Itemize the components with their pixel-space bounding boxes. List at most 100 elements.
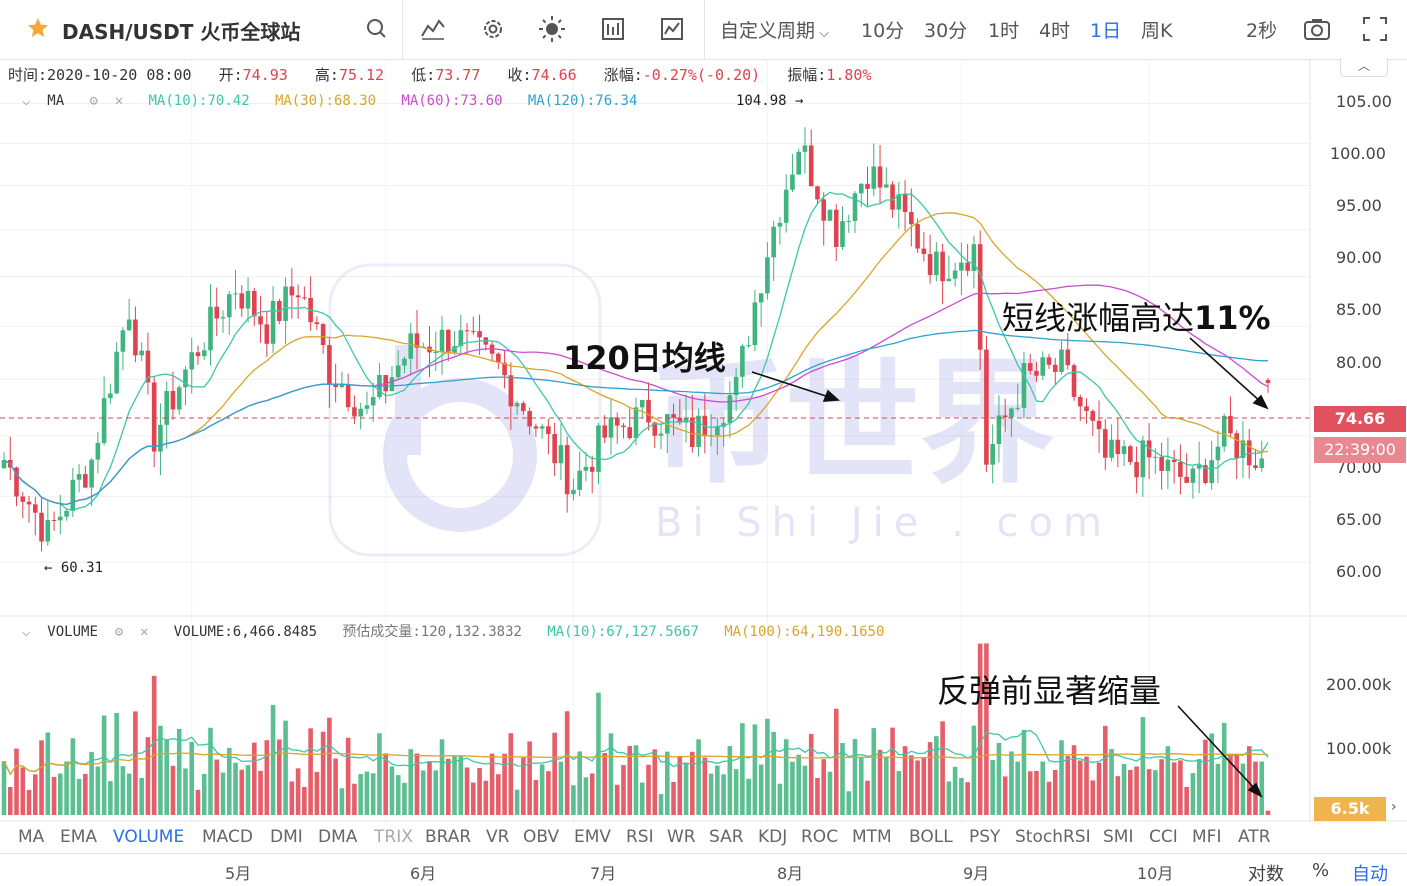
custom-period-dropdown[interactable]: 自定义周期 ⌵	[720, 16, 829, 43]
volume-bar	[765, 718, 770, 815]
volume-bar	[915, 760, 920, 815]
indicator-tab-dma[interactable]: DMA	[318, 827, 358, 847]
percent-scale-toggle[interactable]: %	[1312, 860, 1330, 881]
indicator-tab-trix[interactable]: TRIX	[374, 827, 413, 847]
indicator-tab-stochrsi[interactable]: StochRSI	[1015, 827, 1091, 847]
candle-body	[883, 184, 889, 188]
indicator-tab-ema[interactable]: EMA	[60, 827, 98, 847]
indicator-tab-kdj[interactable]: KDJ	[758, 827, 788, 847]
period-1w[interactable]: 周K	[1141, 20, 1173, 42]
indicator-tab-cci[interactable]: CCI	[1149, 827, 1178, 847]
candle-body	[783, 189, 789, 223]
indicator-tab-psy[interactable]: PSY	[969, 827, 1001, 847]
indicator-tab-obv[interactable]: OBV	[523, 827, 560, 847]
volume-bar	[39, 740, 44, 815]
candle-body	[771, 226, 776, 258]
indicator-tab-boll[interactable]: BOLL	[909, 827, 953, 847]
collapse-chevron-icon[interactable]: ⌵	[22, 93, 31, 109]
volume-bar	[633, 745, 639, 815]
period-4h[interactable]: 4时	[1039, 20, 1071, 42]
volume-axis-label: 200.00k	[1326, 675, 1392, 694]
indicator-tab-atr[interactable]: ATR	[1238, 827, 1271, 847]
scroll-right-icon[interactable]: ›	[1391, 799, 1397, 815]
candle-body	[220, 317, 226, 319]
candle-body	[1159, 456, 1164, 471]
candle-body	[658, 433, 664, 436]
volume-bar	[677, 755, 683, 815]
volume-bar	[815, 777, 820, 815]
compare-chart-icon[interactable]	[657, 14, 687, 44]
indicator-tab-sar[interactable]: SAR	[709, 827, 744, 847]
candle-body	[1034, 370, 1039, 376]
volume-bar	[589, 773, 595, 815]
chart-type-icon[interactable]	[418, 14, 448, 44]
candle-body	[1134, 462, 1139, 478]
candle-body	[1002, 415, 1008, 418]
volume-bar	[977, 643, 983, 815]
indicator-tab-dmi[interactable]: DMI	[270, 827, 303, 847]
volume-bar	[1115, 776, 1121, 815]
volume-bar	[639, 782, 645, 815]
indicator-tab-macd[interactable]: MACD	[202, 827, 253, 847]
candle-body	[1165, 459, 1171, 471]
candle-body	[1009, 408, 1014, 418]
volume-bar	[990, 760, 995, 815]
period-10m[interactable]: 10分	[861, 20, 905, 42]
indicator-tab-vr[interactable]: VR	[486, 827, 510, 847]
candle-body	[521, 403, 526, 412]
ma-close-icon[interactable]: ✕	[114, 93, 124, 109]
period-1d[interactable]: 1日	[1090, 20, 1122, 42]
volume-bar	[1178, 760, 1183, 815]
indicator-tab-emv[interactable]: EMV	[574, 827, 612, 847]
volume-bar	[195, 789, 201, 815]
candle-body	[1259, 458, 1265, 468]
volume-bar	[1146, 769, 1152, 815]
indicator-tab-mtm[interactable]: MTM	[852, 827, 892, 847]
volume-bar	[696, 739, 701, 815]
candle-body	[1240, 440, 1246, 458]
indicator-tab-smi[interactable]: SMI	[1103, 827, 1134, 847]
indicator-tab-ma[interactable]: MA	[18, 827, 45, 847]
period-1h[interactable]: 1时	[988, 20, 1020, 42]
volume-bar	[377, 733, 382, 815]
fullscreen-icon[interactable]	[1360, 14, 1390, 44]
candle-body	[877, 166, 883, 188]
log-scale-toggle[interactable]: 对数	[1248, 864, 1284, 885]
volume-bar	[808, 733, 814, 815]
indicator-panel-icon[interactable]	[598, 14, 628, 44]
indicator-tab-mfi[interactable]: MFI	[1192, 827, 1222, 847]
indicator-tab-wr[interactable]: WR	[667, 827, 696, 847]
volume-bar	[833, 708, 839, 815]
candle-body	[1265, 380, 1271, 384]
auto-scale-toggle[interactable]: 自动	[1352, 864, 1388, 885]
volume-collapse-chevron-icon[interactable]: ⌵	[22, 624, 31, 640]
indicator-tab-brar[interactable]: BRAR	[425, 827, 472, 847]
candle-body	[790, 174, 795, 190]
favorite-star-icon[interactable]	[26, 16, 50, 40]
volume-bar	[120, 766, 126, 815]
volume-close-icon[interactable]: ✕	[140, 624, 149, 640]
indicator-tab-rsi[interactable]: RSI	[626, 827, 654, 847]
collapse-up-button[interactable]: ︿	[1340, 58, 1388, 77]
theme-sun-icon[interactable]	[537, 14, 567, 44]
search-icon[interactable]	[362, 14, 392, 44]
ma-settings-gear-icon[interactable]: ⚙	[89, 93, 98, 109]
symbol-title[interactable]: DASH/USDT 火币全球站	[62, 20, 301, 44]
candle-body	[295, 295, 301, 298]
surge-annotation-value: 11%	[1194, 299, 1271, 337]
settings-gear-icon[interactable]	[478, 14, 508, 44]
volume-bar	[683, 762, 689, 815]
candle-body	[690, 417, 695, 447]
volume-settings-gear-icon[interactable]: ⚙	[114, 624, 124, 640]
indicator-tab-volume[interactable]: VOLUME	[113, 827, 185, 847]
candle-body	[151, 382, 157, 452]
refresh-interval[interactable]: 2秒	[1246, 20, 1278, 42]
candle-body	[458, 330, 464, 347]
volume-bar	[45, 732, 51, 815]
volume-bar	[289, 781, 295, 815]
volume-bar	[852, 739, 858, 815]
camera-icon[interactable]	[1302, 14, 1332, 44]
indicator-tab-roc[interactable]: ROC	[801, 827, 839, 847]
period-30m[interactable]: 30分	[924, 20, 968, 42]
